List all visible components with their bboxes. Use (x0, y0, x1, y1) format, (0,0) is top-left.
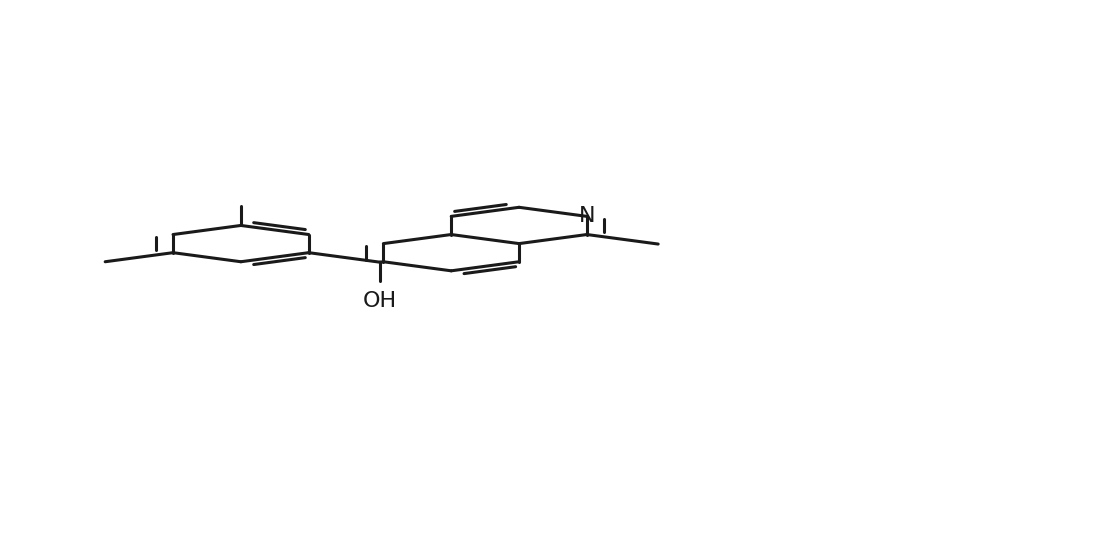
Text: N: N (579, 206, 595, 226)
Text: OH: OH (363, 291, 397, 311)
